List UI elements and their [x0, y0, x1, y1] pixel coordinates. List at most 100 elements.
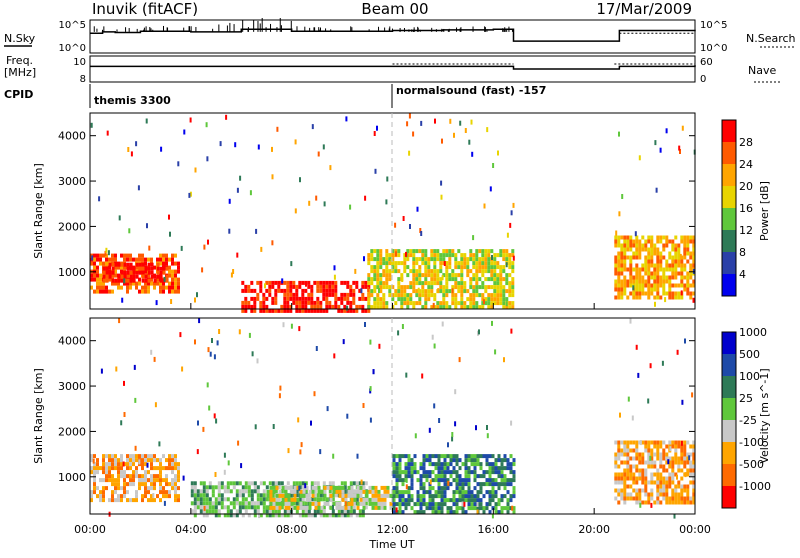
power-cell-4-1307 — [671, 239, 675, 244]
power-cell-4-1349 — [680, 275, 684, 280]
velocity-cell-3-1136 — [479, 498, 483, 503]
power-cell-3-894 — [466, 273, 470, 278]
velocity-scale-label: Velocity [m s^-1] — [758, 368, 771, 463]
velocity-scatter-109 — [227, 460, 230, 466]
power-cell-3-1041 — [505, 253, 509, 258]
nave-tick-bottom: 0 — [700, 74, 706, 85]
velocity-scatter-130 — [491, 513, 494, 519]
power-cell-3-1068 — [511, 281, 515, 286]
velocity-cell-4-1554 — [692, 468, 696, 473]
velocity-cell-0-189 — [159, 470, 162, 475]
power-cell-3-1059 — [508, 293, 512, 298]
velocity-cell-4-1432 — [662, 452, 666, 457]
velocity-colorbar-swatch-2 — [722, 442, 736, 464]
power-cell-4-1379 — [689, 251, 693, 256]
velocity-cell-1-373 — [247, 501, 251, 506]
velocity-cell-1-280 — [205, 489, 209, 494]
velocity-cell-0-176 — [153, 474, 156, 479]
velocity-cell-4-1448 — [665, 480, 669, 485]
velocity-cell-4-1347 — [638, 492, 642, 497]
velocity-cell-3-1030 — [452, 458, 456, 463]
velocity-cell-2-744 — [347, 501, 351, 506]
power-cell-3-924 — [475, 261, 479, 266]
velocity-cell-2-721 — [332, 489, 336, 494]
velocity-scatter-172 — [391, 497, 394, 503]
power-cell-4-1223 — [647, 287, 651, 292]
velocity-cell-1-323 — [223, 513, 227, 518]
power-cell-4-1281 — [662, 271, 666, 276]
velocity-cell-0-98 — [126, 454, 129, 459]
velocity-cell-3-1134 — [479, 486, 483, 491]
power-cell-3-652 — [397, 289, 401, 294]
power-cell-2-516 — [355, 284, 359, 289]
power-cell-3-1006 — [496, 261, 500, 266]
power-cell-3-590 — [379, 281, 383, 286]
power-cell-3-839 — [451, 269, 455, 274]
power-cell-1-287 — [156, 266, 160, 271]
power-cell-2-446 — [319, 280, 323, 285]
velocity-cell-1-300 — [214, 497, 218, 502]
power-cell-3-1007 — [496, 265, 500, 270]
power-scatter-58 — [257, 144, 260, 150]
power-cell-4-1292 — [665, 267, 669, 272]
velocity-cell-0-5 — [90, 494, 93, 499]
power-scatter-162 — [264, 283, 266, 289]
velocity-scatter-74 — [369, 417, 372, 423]
velocity-scatter-144 — [631, 415, 634, 421]
velocity-scatter-113 — [115, 366, 118, 372]
velocity-cell-1-586 — [343, 513, 347, 518]
velocity-cell-1-306 — [217, 485, 221, 490]
power-cell-1-285 — [153, 278, 157, 283]
velocity-cell-4-1504 — [680, 448, 684, 453]
velocity-cell-3-1111 — [473, 474, 477, 479]
velocity-cell-0-233 — [174, 494, 177, 499]
power-cell-3-993 — [493, 257, 497, 262]
power-cell-4-1168 — [635, 263, 639, 268]
velocity-cell-0-195 — [159, 498, 162, 503]
power-cell-4-1318 — [671, 295, 675, 300]
velocity-cell-0-58 — [111, 482, 114, 487]
power-cell-3-955 — [481, 301, 485, 306]
power-cell-3-964 — [484, 285, 488, 290]
velocity-cell-1-617 — [358, 509, 362, 514]
velocity-cell-3-861 — [404, 454, 408, 459]
power-cell-4-1392 — [692, 251, 696, 256]
velocity-cell-0-179 — [153, 486, 156, 491]
velocity-cell-2-690 — [305, 497, 309, 502]
velocity-cell-2-644 — [275, 485, 279, 490]
power-cell-2-440 — [316, 284, 320, 289]
velocity-cell-3-1080 — [464, 490, 468, 495]
power-cell-0-158 — [153, 281, 156, 286]
velocity-cell-3-1236 — [509, 498, 513, 503]
power-cell-3-823 — [445, 285, 449, 290]
velocity-cell-3-1206 — [500, 494, 504, 499]
power-cell-3-681 — [406, 297, 410, 302]
velocity-scatter-17 — [251, 351, 254, 357]
velocity-cell-3-826 — [392, 510, 396, 515]
power-scatter-13 — [373, 131, 376, 136]
power-scatter-175 — [506, 232, 509, 238]
velocity-cell-3-842 — [398, 466, 402, 471]
velocity-cell-4-1273 — [620, 460, 624, 465]
power-scatter-68 — [170, 299, 173, 304]
power-cell-1-227 — [105, 274, 109, 279]
power-cell-3-619 — [388, 257, 392, 262]
power-scatter-166 — [180, 245, 183, 251]
velocity-cell-2-747 — [350, 489, 354, 494]
power-scatter-107 — [315, 195, 318, 201]
velocity-cell-4-1518 — [683, 452, 687, 457]
velocity-cell-3-1091 — [467, 486, 471, 491]
velocity-scatter-6 — [360, 479, 363, 485]
power-cell-1-250 — [126, 266, 130, 271]
velocity-cell-1-295 — [211, 493, 215, 498]
power-cell-2-410 — [301, 288, 305, 293]
velocity-cell-3-827 — [395, 454, 399, 459]
velocity-scatter-14 — [153, 356, 156, 362]
power-cell-4-1356 — [683, 243, 687, 248]
velocity-cell-0-2 — [90, 466, 93, 471]
power-scatter-29 — [376, 125, 378, 131]
power-cell-2-490 — [340, 300, 344, 305]
velocity-cell-1-482 — [298, 481, 302, 486]
power-cell-4-1296 — [668, 239, 672, 244]
power-cell-2-400 — [295, 300, 299, 305]
